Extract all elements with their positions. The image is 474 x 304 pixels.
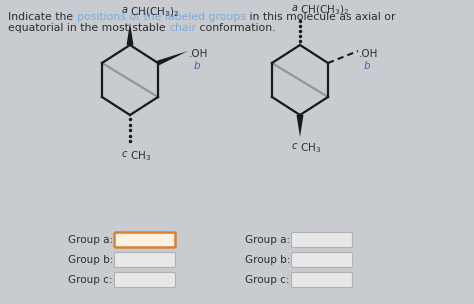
Text: ⊙: ⊙	[343, 257, 349, 263]
FancyBboxPatch shape	[292, 272, 353, 288]
Text: axial: axial	[120, 275, 142, 285]
Text: ⊙: ⊙	[343, 277, 349, 283]
Text: ⊙: ⊙	[166, 277, 172, 283]
Text: axial: axial	[120, 255, 142, 264]
Text: ⊙: ⊙	[166, 257, 172, 263]
Text: conformation.: conformation.	[196, 23, 275, 33]
Text: ⊙: ⊙	[166, 237, 172, 243]
Text: axial: axial	[297, 255, 319, 264]
Text: .OH: .OH	[189, 49, 209, 59]
Text: chair: chair	[169, 23, 196, 33]
Text: $\mathit{b}$: $\mathit{b}$	[193, 59, 201, 71]
Text: equatorial: equatorial	[297, 275, 343, 285]
Text: CH(CH$_3$)$_2$: CH(CH$_3$)$_2$	[300, 3, 349, 17]
Polygon shape	[127, 23, 134, 45]
Polygon shape	[157, 51, 188, 65]
Text: Group b:: Group b:	[68, 255, 113, 265]
Text: equatorial: equatorial	[297, 236, 343, 244]
Text: Group c:: Group c:	[245, 275, 290, 285]
Text: CH$_3$: CH$_3$	[300, 141, 321, 155]
FancyBboxPatch shape	[115, 272, 175, 288]
Text: Group b:: Group b:	[245, 255, 291, 265]
FancyBboxPatch shape	[292, 253, 353, 268]
Text: .OH: .OH	[359, 49, 378, 59]
Text: equatorial: equatorial	[120, 236, 166, 244]
Text: CH$_3$: CH$_3$	[130, 149, 151, 163]
Text: Group a:: Group a:	[68, 235, 113, 245]
Text: $\mathit{c}$: $\mathit{c}$	[121, 149, 128, 159]
Text: in this molecule as axial or: in this molecule as axial or	[246, 12, 395, 22]
Text: Group c:: Group c:	[68, 275, 112, 285]
Text: $\mathit{b}$: $\mathit{b}$	[363, 59, 371, 71]
Text: CH(CH$_3$)$_2$: CH(CH$_3$)$_2$	[130, 5, 179, 19]
Text: $\mathit{a}$: $\mathit{a}$	[121, 5, 128, 15]
Text: Group a:: Group a:	[245, 235, 290, 245]
Text: positions of the labeled groups: positions of the labeled groups	[77, 12, 246, 22]
Text: ⊙: ⊙	[343, 237, 349, 243]
Polygon shape	[297, 115, 303, 137]
FancyBboxPatch shape	[292, 233, 353, 247]
FancyBboxPatch shape	[115, 233, 175, 247]
Text: Indicate the: Indicate the	[8, 12, 77, 22]
FancyBboxPatch shape	[115, 253, 175, 268]
Text: $\mathit{c}$: $\mathit{c}$	[291, 141, 298, 151]
Text: $\mathit{a}$: $\mathit{a}$	[291, 3, 298, 13]
Text: equatorial in the most stable: equatorial in the most stable	[8, 23, 169, 33]
